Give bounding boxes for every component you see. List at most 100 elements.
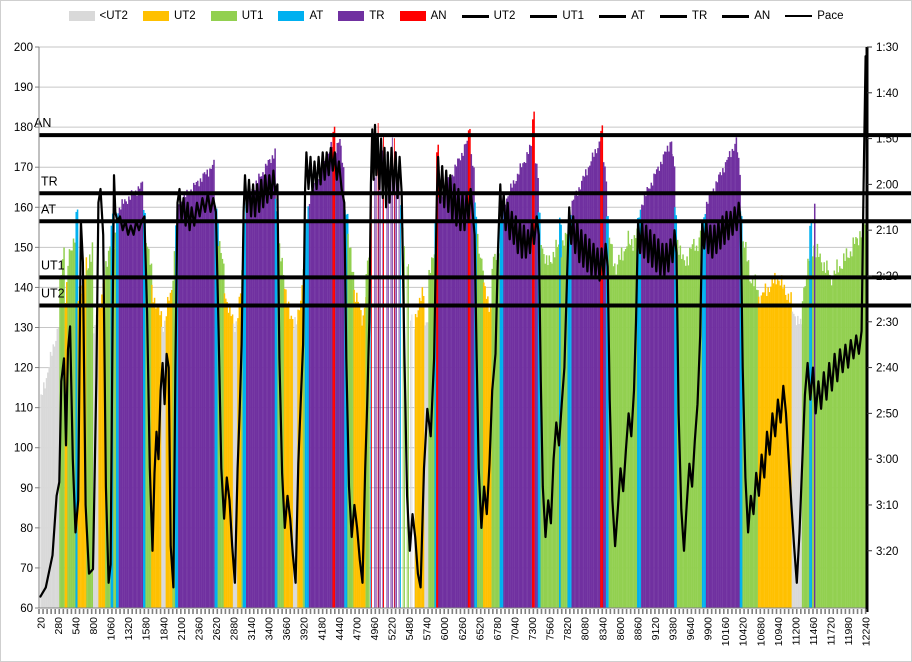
svg-text:2880: 2880 [229,617,241,641]
svg-text:7300: 7300 [527,617,539,641]
svg-text:100: 100 [14,443,33,455]
chart-legend: <UT2 UT2 UT1 AT TR AN UT2 UT1 AT TR AN Pace [1,10,911,22]
svg-text:7820: 7820 [562,617,574,641]
zone-label-at: AT [41,202,56,216]
legend-item-zone-an: AN [399,10,447,22]
svg-text:2:30: 2:30 [876,317,898,329]
right-axis-labels: 1:30 1:40 1:50 2:00 2:10 2:20 2:30 2:40 2:50 3:00… [867,42,898,558]
legend-label: AT [631,10,645,22]
svg-text:150: 150 [14,242,33,254]
legend-label: <UT2 [99,10,128,22]
svg-text:540: 540 [70,617,82,635]
zone-label-an: AN [34,116,51,130]
svg-text:6260: 6260 [457,617,469,641]
svg-text:8600: 8600 [615,617,627,641]
svg-text:4440: 4440 [334,617,346,641]
svg-text:140: 140 [14,282,33,294]
svg-text:5220: 5220 [387,617,399,641]
zone-label-tr: TR [41,174,58,188]
svg-text:1:30: 1:30 [876,42,898,54]
svg-text:2360: 2360 [193,617,205,641]
x-axis-labels: 20 280 540 800 1060 1320 1580 1840 2100 2360 2620 2… [35,609,873,646]
svg-text:9640: 9640 [685,617,697,641]
svg-text:1:50: 1:50 [876,134,898,146]
svg-text:10940: 10940 [773,617,785,646]
svg-text:9380: 9380 [667,617,679,641]
svg-text:4960: 4960 [369,617,381,641]
svg-text:2:40: 2:40 [876,363,898,375]
svg-text:1580: 1580 [141,617,153,641]
svg-text:800: 800 [88,617,100,635]
pace-line [39,55,867,598]
legend-swatch-an-icon [399,11,426,21]
svg-text:3:00: 3:00 [876,454,898,466]
svg-text:9900: 9900 [703,617,715,641]
svg-text:190: 190 [14,82,33,94]
svg-text:10680: 10680 [755,617,767,646]
legend-swatch-ut1-icon [210,11,237,21]
legend-item-zone-at: AT [278,10,323,22]
svg-text:180: 180 [14,122,33,134]
svg-text:11980: 11980 [843,617,855,646]
legend-label: UT1 [562,10,585,22]
svg-text:170: 170 [14,162,33,174]
legend-label: Pace [817,10,844,22]
svg-text:2100: 2100 [176,617,188,641]
svg-text:120: 120 [14,363,33,375]
svg-text:90: 90 [20,483,33,495]
svg-text:6000: 6000 [439,617,451,641]
legend-item-zone-ut2: UT2 [142,10,196,22]
zone-label-ut1: UT1 [41,258,65,272]
legend-line-swatch-icon [530,14,558,18]
zone-label-ut2: UT2 [41,286,65,300]
svg-text:5740: 5740 [422,617,434,641]
legend-item-zone-lt: <UT2 [68,10,128,22]
svg-text:20: 20 [35,617,47,629]
svg-text:11200: 11200 [790,617,802,646]
svg-text:200: 200 [14,42,33,54]
legend-label: AN [430,10,447,22]
svg-text:1060: 1060 [106,617,118,641]
legend-label: UT2 [173,10,196,22]
legend-line-swatch-icon [722,14,750,18]
svg-text:2620: 2620 [211,617,223,641]
svg-text:110: 110 [15,403,33,415]
svg-text:8860: 8860 [632,617,644,641]
svg-text:3660: 3660 [281,617,293,641]
legend-label: AT [309,10,324,22]
legend-item-line-pace: Pace [785,10,843,22]
svg-text:8080: 8080 [580,617,592,641]
legend-swatch-at-icon [278,11,305,21]
legend-line-swatch-icon [659,14,687,18]
legend-item-line-an: AN [722,10,770,22]
svg-text:6520: 6520 [474,617,486,641]
svg-text:2:00: 2:00 [876,179,898,191]
legend-swatch-lt-icon [68,11,95,21]
svg-text:130: 130 [14,323,33,335]
svg-text:11460: 11460 [808,617,820,646]
svg-text:12240: 12240 [861,617,873,646]
svg-text:4700: 4700 [351,617,363,641]
svg-text:9120: 9120 [650,617,662,641]
legend-label: TR [691,10,708,22]
svg-text:7560: 7560 [545,617,557,641]
legend-label: AN [754,10,771,22]
legend-item-line-ut1: UT1 [530,10,584,22]
svg-text:3:20: 3:20 [876,546,898,558]
svg-text:8340: 8340 [597,617,609,641]
svg-text:280: 280 [53,617,65,635]
legend-item-line-ut2: UT2 [461,10,515,22]
svg-text:160: 160 [14,202,33,214]
svg-text:10420: 10420 [738,617,750,646]
legend-line-swatch-icon [785,15,813,17]
svg-text:1:40: 1:40 [876,88,898,100]
legend-item-line-tr: TR [659,10,708,22]
svg-text:1840: 1840 [158,617,170,641]
legend-item-zone-tr: TR [338,10,385,22]
legend-swatch-tr-icon [338,11,365,21]
svg-text:2:10: 2:10 [876,225,898,237]
svg-text:3400: 3400 [264,617,276,641]
svg-text:3:10: 3:10 [876,500,898,512]
left-axis-labels: 200 190 180 170 160 150 140 130 120 110 100 90 80 70 6… [14,42,39,615]
